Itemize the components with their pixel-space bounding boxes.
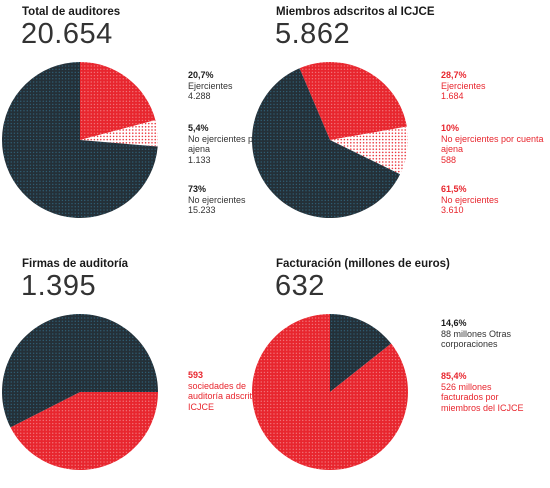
pie-slice (80, 62, 156, 140)
panel-total-auditores: Total de auditores 20.654 20,7% Ejercien… (1, 6, 292, 236)
chart-total: 1.395 (21, 270, 97, 302)
legend-pct: 10% (441, 123, 460, 133)
legend-item: 28,7% Ejercientes 1.684 (441, 70, 550, 102)
pie-slice (330, 314, 392, 392)
legend-label: No ejercientes por cuenta ajena (441, 133, 544, 155)
legend-count: 3.610 (441, 205, 464, 215)
pie-slice (251, 68, 401, 218)
pie-chart (251, 61, 408, 218)
legend-pct: 20,7% (188, 70, 214, 80)
legend-item: 85,4% 526 millones facturados por miembr… (441, 371, 533, 413)
chart-title: Firmas de auditoría (22, 258, 129, 270)
pie-slice (330, 126, 408, 175)
legend-label: 88 millones Otras corporaciones (441, 328, 512, 350)
legend-item: 61,5% No ejercientes 3.610 (441, 184, 550, 216)
chart-total: 20.654 (21, 18, 113, 50)
legend-pct: 14,6% (441, 318, 467, 328)
legend-label: sociedades de auditoría adscritas al ICJ… (188, 380, 272, 412)
pie-slice (1, 61, 158, 219)
legend-item: 593 sociedades de auditoría adscritas al… (188, 370, 280, 412)
legend-pct: 85,4% (441, 371, 467, 381)
legend-count: 1.684 (441, 91, 464, 101)
legend-pct: 593 (188, 370, 204, 380)
pie-slice (299, 61, 407, 140)
legend-label: 526 millones facturados por miembros del… (441, 381, 524, 413)
legend-pct: 28,7% (441, 70, 467, 80)
legend-count: 4.288 (188, 91, 211, 101)
chart-title: Facturación (millones de euros) (276, 258, 450, 270)
legend-pct: 61,5% (441, 184, 467, 194)
legend-item: 20,7% Ejercientes 4.288 (188, 70, 298, 102)
pie-slice (10, 392, 159, 471)
legend-label: No ejercientes (188, 194, 246, 205)
legend-count: 1.133 (188, 154, 211, 165)
legend-count: 588 (441, 154, 457, 165)
legend-item: 5,4% No ejercientes por cuenta ajena 1.1… (188, 123, 298, 165)
chart-title: Total de auditores (22, 6, 121, 18)
legend-count: 15.233 (188, 205, 216, 215)
pie-chart (1, 61, 158, 219)
panel-facturacion: Facturación (millones de euros) 632 14,6… (251, 258, 546, 488)
legend-item: 10% No ejercientes por cuenta ajena 588 (441, 123, 550, 165)
pie-chart (251, 314, 408, 470)
legend-item: 73% No ejercientes 15.233 (188, 184, 298, 216)
panel-miembros-icjce: Miembros adscritos al ICJCE 5.862 28,7% … (251, 6, 546, 236)
pie-slice (1, 314, 159, 428)
panel-firmas-auditoria: Firmas de auditoría 1.395 593 sociedades… (1, 258, 292, 488)
chart-total: 5.862 (275, 18, 351, 50)
legend-pct: 73% (188, 184, 207, 194)
pie-slice (80, 120, 158, 147)
legend-pct: 5,4% (188, 123, 209, 133)
legend-label: No ejercientes por cuenta ajena (188, 133, 291, 155)
legend-label: No ejercientes (441, 194, 499, 205)
legend-item: 14,6% 88 millones Otras corporaciones (441, 318, 533, 350)
pie-slice (251, 314, 408, 470)
legend-label: Ejercientes (188, 80, 233, 91)
pie-chart (1, 314, 159, 471)
chart-title: Miembros adscritos al ICJCE (276, 6, 435, 18)
legend-label: Ejercientes (441, 80, 486, 91)
chart-total: 632 (275, 270, 325, 302)
